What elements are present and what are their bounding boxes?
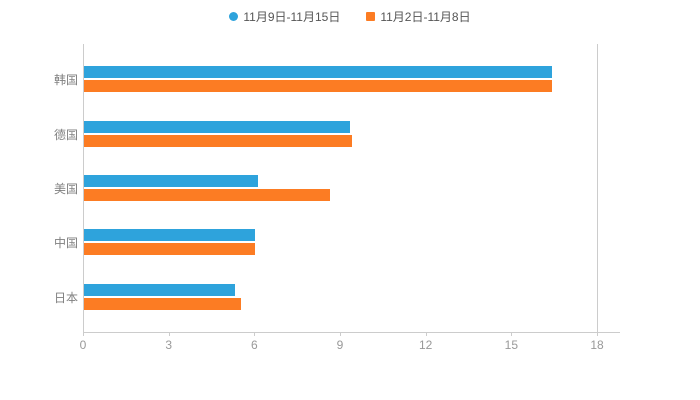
- x-tick-mark: [168, 332, 170, 336]
- legend-item-1[interactable]: 11月9日-11月15日: [229, 8, 340, 25]
- bar-series2-row2: [84, 134, 353, 147]
- x-tick-mark: [425, 332, 427, 336]
- square-marker-icon: [366, 12, 376, 21]
- bar-series2-row3: [84, 189, 330, 201]
- bar-series2-row4: [84, 243, 256, 256]
- y-axis-line: [83, 44, 84, 332]
- legend-label: 11月2日-11月8日: [380, 10, 471, 24]
- x-tick-label: 9: [336, 338, 344, 352]
- x-tick-label: 6: [250, 338, 258, 352]
- category-label: 韩国: [53, 73, 78, 88]
- x-tick-mark: [597, 332, 598, 336]
- x-tick-label: 12: [418, 338, 433, 352]
- circle-marker-icon: [229, 12, 239, 21]
- x-tick-mark: [511, 332, 513, 336]
- x-tick-label: 15: [504, 338, 519, 352]
- x-tick-mark: [83, 332, 84, 336]
- category-label: 美国: [53, 182, 78, 196]
- category-label: 日本: [53, 290, 78, 305]
- legend-label: 11月9日-11月15日: [243, 10, 341, 24]
- right-border-line: [597, 44, 598, 332]
- category-label: 德国: [53, 127, 78, 142]
- legend-item-2[interactable]: 11月2日-11月8日: [366, 8, 471, 25]
- x-tick-mark: [254, 332, 256, 336]
- legend: 11月9日-11月15日 11月2日-11月8日: [0, 8, 700, 25]
- bar-series1-row3: [84, 175, 259, 187]
- x-axis-line: [83, 332, 620, 333]
- bar-series1-row4: [84, 229, 256, 242]
- category-label: 中国: [53, 236, 78, 251]
- x-tick-label: 18: [590, 338, 604, 352]
- bar-series1-row2: [84, 120, 350, 133]
- bar-series2-row5: [84, 297, 242, 310]
- bar-series2-row1: [84, 80, 553, 93]
- x-tick-label: 0: [79, 338, 87, 352]
- bar-series1-row1: [84, 66, 553, 79]
- x-tick-mark: [340, 332, 341, 336]
- bar-series1-row5: [84, 283, 236, 296]
- x-tick-label: 3: [165, 338, 172, 352]
